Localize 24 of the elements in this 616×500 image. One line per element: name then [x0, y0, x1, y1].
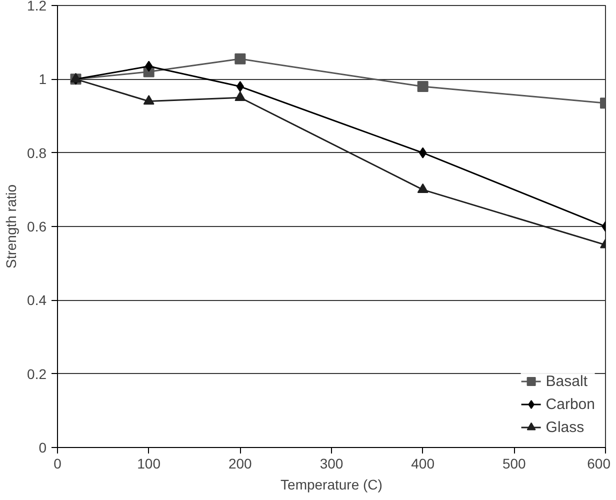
x-tick-label: 400 — [411, 456, 435, 472]
legend-label: Basalt — [546, 372, 588, 390]
y-tick-label: 0.8 — [27, 144, 47, 161]
x-tick-label: 500 — [502, 456, 526, 472]
x-tick-label: 0 — [54, 456, 62, 472]
legend-label: Glass — [546, 418, 584, 436]
x-tick-label: 100 — [137, 456, 161, 472]
y-tick-label: 1 — [38, 71, 47, 88]
x-tick-label: 200 — [228, 456, 252, 472]
point — [417, 183, 428, 194]
y-tick-label: 0.6 — [27, 218, 47, 234]
x-tick-label: 300 — [320, 456, 344, 472]
y-tick-label: 0.4 — [27, 292, 47, 308]
point — [143, 94, 154, 105]
point — [234, 53, 246, 64]
y-axis-title: Strength ratio — [3, 184, 20, 269]
point — [417, 81, 428, 92]
x-tick-label: 600 — [587, 456, 611, 472]
y-tick-label: 1.2 — [27, 0, 47, 14]
x-axis-title: Temperature (C) — [280, 476, 382, 492]
legend-label: Carbon — [546, 396, 595, 412]
point — [234, 91, 246, 101]
y-tick-label: 0 — [38, 440, 47, 456]
y-tick-label: 0.2 — [27, 366, 47, 382]
